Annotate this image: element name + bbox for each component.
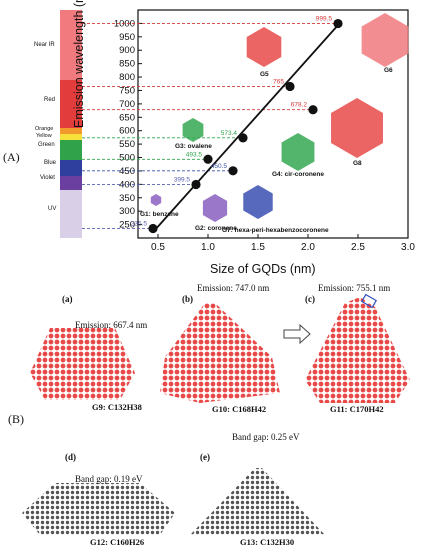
molecule-g10 [160, 303, 280, 403]
label-green: Green [38, 142, 55, 148]
tag-e: (e) [200, 452, 210, 462]
molecule-annotation: G3: ovalene [175, 143, 212, 150]
arrow-icon [283, 323, 311, 345]
y-tick-label: 300 [119, 206, 135, 217]
band-violet [60, 176, 82, 190]
data-point [238, 133, 248, 143]
molecule-g12 [22, 483, 175, 535]
y-tick-label: 650 [119, 112, 135, 123]
panel-label-b: (B) [8, 412, 24, 426]
molecule-g13 [190, 468, 325, 535]
y-tick-label: 800 [119, 72, 135, 83]
data-point [148, 223, 158, 234]
y-tick-label: 750 [119, 85, 135, 96]
y-tick-label: 350 [119, 193, 135, 204]
y-tick-label: 250 [119, 220, 135, 231]
band-uv [60, 190, 82, 238]
plot-frame [137, 9, 409, 239]
y-tick-label: 600 [119, 126, 135, 137]
data-point [191, 179, 201, 190]
molecule-annotation: G6 [384, 67, 393, 74]
data-label: 235.5 [131, 220, 148, 227]
data-label: 678.2 [291, 102, 308, 109]
data-point [333, 18, 343, 29]
band-orange [60, 128, 82, 134]
highlight-box [360, 293, 378, 309]
y-tick-label: 500 [119, 153, 135, 164]
y-tick-label: 450 [119, 166, 135, 177]
caption-g12: G12: C160H26 [90, 537, 145, 547]
y-tick-label: 700 [119, 99, 135, 110]
y-tick-label: 550 [119, 139, 135, 150]
band-red [60, 80, 82, 128]
molecule-annotation: G1: benzene [140, 211, 179, 218]
data-label: 493.5 [186, 151, 203, 158]
molecule-g3 [182, 118, 204, 142]
molecule-g7 [243, 185, 273, 219]
label-orange: Orange [35, 126, 54, 132]
gap-d: Band gap: 0.19 eV [75, 474, 143, 484]
x-tick-label: 0.5 [151, 242, 165, 253]
caption-g9: G9: C132H38 [92, 402, 142, 412]
tag-c: (c) [305, 294, 315, 304]
label-blue: Blue [44, 160, 57, 166]
x-tick-label: 2.0 [301, 242, 315, 253]
data-point [228, 166, 238, 176]
label-violet: Violet [40, 175, 55, 181]
y-tick-label: 900 [119, 45, 135, 56]
data-label: 573.4 [221, 130, 238, 137]
x-axis-label: Size of GQDs (nm) [210, 262, 316, 276]
emission-b: Emission: 747.0 nm [197, 283, 270, 293]
molecule-g5 [246, 27, 282, 67]
spectrum-bar [60, 10, 82, 238]
molecule-annotation: G4: cir-coronene [272, 171, 324, 178]
caption-g11: G11: C170H42 [330, 404, 384, 414]
molecule-g8 [331, 98, 383, 158]
y-tick-label: 850 [119, 59, 135, 70]
label-red: Red [44, 97, 56, 103]
band-green [60, 140, 82, 160]
tag-a: (a) [62, 294, 73, 304]
gap-e: Band gap: 0.25 eV [232, 432, 300, 442]
molecule-g11 [305, 297, 410, 403]
data-label: 765 [273, 78, 284, 85]
x-tick-label: 1.0 [201, 242, 215, 253]
emission-c: Emission: 755.1 nm [318, 283, 391, 293]
molecule-annotation: G8 [353, 160, 362, 167]
emission-a: Emission: 667.4 nm [75, 320, 148, 330]
data-label: 450.5 [211, 163, 228, 170]
molecule-annotation: G2: coronene [195, 225, 237, 232]
data-point [285, 81, 295, 92]
y-axis-label: Emission wavelength (nm) [72, 0, 86, 128]
molecule-g1 [150, 194, 162, 206]
label-near-ir: Near IR [34, 42, 55, 48]
caption-g13: G13: C132H30 [240, 537, 295, 547]
band-blue [60, 160, 82, 176]
molecule-figure [22, 293, 410, 535]
data-point [203, 154, 213, 164]
molecule-g2 [202, 194, 228, 222]
data-label: 999.5 [316, 16, 333, 23]
label-uv: UV [48, 206, 57, 212]
scatter-chart: 2503003504004505005506006507007508008509… [82, 9, 415, 253]
tag-d: (d) [65, 452, 76, 462]
molecule-annotation: G5 [260, 71, 269, 78]
band-yellow [60, 134, 82, 140]
panel-label-a: (A) [3, 150, 20, 164]
data-point [308, 105, 318, 115]
molecule-annotation: G7: hexa-peri-hexabenzocoronene [222, 227, 329, 234]
caption-g10: G10: C168H42 [212, 404, 267, 414]
tag-b: (b) [182, 294, 193, 304]
data-label: 399.5 [174, 176, 191, 183]
fit-line [152, 22, 341, 233]
band-near-ir [60, 10, 82, 80]
molecule-g9 [30, 328, 135, 400]
molecule-g4 [281, 133, 315, 171]
x-tick-label: 3.0 [401, 242, 415, 253]
molecule-g6 [361, 13, 409, 67]
x-tick-label: 2.5 [351, 242, 365, 253]
label-yellow: Yellow [36, 133, 52, 139]
y-tick-label: 950 [119, 32, 135, 43]
x-tick-label: 1.5 [251, 242, 265, 253]
